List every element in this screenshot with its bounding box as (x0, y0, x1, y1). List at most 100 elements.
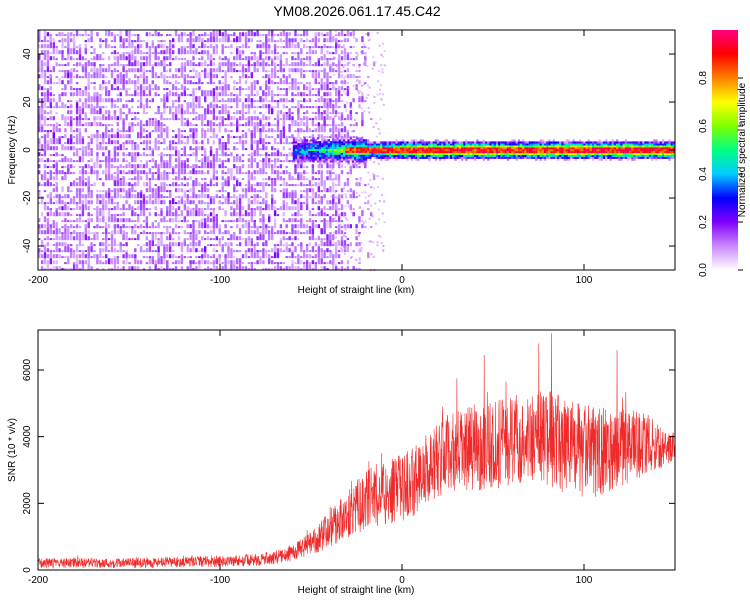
spectrogram-cell (128, 36, 131, 43)
spectrogram-cell (163, 226, 166, 229)
spectrogram-cell (299, 139, 302, 142)
spectrogram-cell (105, 190, 108, 193)
spectrogram-cell (323, 218, 326, 223)
spectrogram-cell (485, 156, 488, 159)
spectrogram-cell (93, 234, 96, 241)
spectrogram-cell (256, 242, 259, 247)
spectrogram-cell (522, 156, 525, 159)
spectrogram-cell (268, 100, 271, 103)
spectrogram-cell (183, 62, 186, 67)
spectrogram-cell (49, 124, 52, 127)
spectrogram-cell (96, 206, 99, 211)
spectrogram-cell (333, 241, 336, 244)
spectrogram-cell (206, 138, 210, 145)
spectrogram-cell (517, 149, 521, 152)
spectrogram-cell (84, 30, 87, 37)
spectrogram-cell (485, 147, 488, 150)
spectrogram-cell (201, 56, 204, 61)
spectrogram-cell (349, 141, 352, 144)
spectrogram-cell (305, 86, 309, 91)
spectrogram-cell (224, 160, 227, 163)
spectrogram-cell (303, 62, 306, 67)
spectrogram-cell (84, 260, 87, 265)
spectrogram-cell (326, 84, 329, 91)
spectrogram-cell (358, 148, 361, 151)
spectrogram-cell (93, 48, 96, 55)
spectrogram-cell (288, 192, 291, 199)
spectrogram-cell (332, 264, 335, 271)
spectrogram-cell (323, 34, 326, 37)
spectrogram-cell (314, 250, 317, 253)
spectrogram-cell (99, 108, 102, 115)
spectrogram-cell (421, 154, 424, 157)
spectrogram-cell (137, 174, 140, 181)
spectrogram-cell (224, 178, 227, 181)
spectrogram-cell (361, 114, 364, 121)
spectrogram-cell (169, 190, 172, 193)
spectrogram-cell (125, 192, 128, 199)
spectrogram-cell (369, 147, 372, 150)
spectrogram-cell (55, 246, 58, 253)
spectrogram-cell (137, 78, 140, 85)
spectrogram-cell (134, 60, 137, 67)
spectrogram-cell (105, 126, 108, 133)
spectrogram-cell (241, 124, 245, 127)
spectrogram-cell (308, 84, 312, 91)
spectrogram-cell (294, 206, 297, 211)
spectrogram-cell (337, 32, 341, 37)
spectrogram-cell (415, 139, 418, 142)
spectrogram-cell (195, 150, 198, 157)
spectrogram-cell (46, 60, 50, 67)
spectrogram-cell (355, 259, 358, 262)
spectrogram-cell (43, 204, 47, 211)
spectrogram-cell (517, 152, 521, 156)
spectrogram-cell (498, 152, 501, 156)
spectrogram-cell (285, 202, 288, 205)
spectrogram-cell (139, 96, 143, 103)
spectrogram-cell (329, 232, 332, 235)
spectrogram-cell (160, 142, 163, 145)
spectrogram-cell (43, 36, 47, 43)
spectrogram-cell (314, 182, 317, 187)
spectrogram-cell (314, 128, 317, 133)
spectrogram-cell (471, 152, 475, 156)
spectrogram-cell (221, 136, 224, 139)
spectrogram-cell (189, 128, 192, 133)
spectrogram-cell (332, 258, 335, 265)
spectrogram-cell (227, 66, 230, 73)
spectrogram-cell (224, 62, 227, 67)
spectrogram-cell (443, 139, 446, 142)
spectrogram-cell (419, 147, 422, 150)
spectrogram-cell (49, 198, 52, 205)
spectrogram-cell (218, 66, 221, 73)
spectrogram-cell (113, 104, 117, 109)
spectrogram-cell (204, 156, 207, 163)
spectrogram-cell (99, 116, 102, 121)
spectrogram-cell (49, 102, 52, 109)
spectrogram-cell (96, 198, 99, 205)
spectrogram-cell (432, 143, 435, 146)
spectrogram-cell (186, 206, 189, 211)
spectrogram-cell (371, 147, 374, 150)
spectrogram-cell (259, 226, 262, 229)
spectrogram-cell (276, 174, 280, 181)
spectrogram-cell (373, 161, 376, 164)
spectrogram-cell (359, 90, 362, 93)
spectrogram-cell (262, 66, 265, 73)
spectrogram-cell (461, 145, 464, 148)
spectrogram-cell (489, 145, 492, 148)
spectrogram-cell (172, 168, 175, 175)
spectrogram-cell (256, 252, 259, 259)
spectrogram-cell (186, 138, 189, 145)
spectrogram-cell (55, 58, 58, 61)
spectrogram-cell (329, 141, 333, 144)
spectrogram-cell (356, 79, 359, 82)
spectrogram-cell (87, 222, 90, 229)
spectrogram-cell (379, 88, 381, 91)
spectrogram-cell (509, 149, 512, 152)
spectrogram-cell (474, 152, 477, 156)
spectrogram-cell (142, 204, 146, 211)
spectrogram-cell (349, 137, 352, 140)
spectrogram-cell (72, 166, 76, 169)
spectrogram-cell (517, 139, 521, 142)
